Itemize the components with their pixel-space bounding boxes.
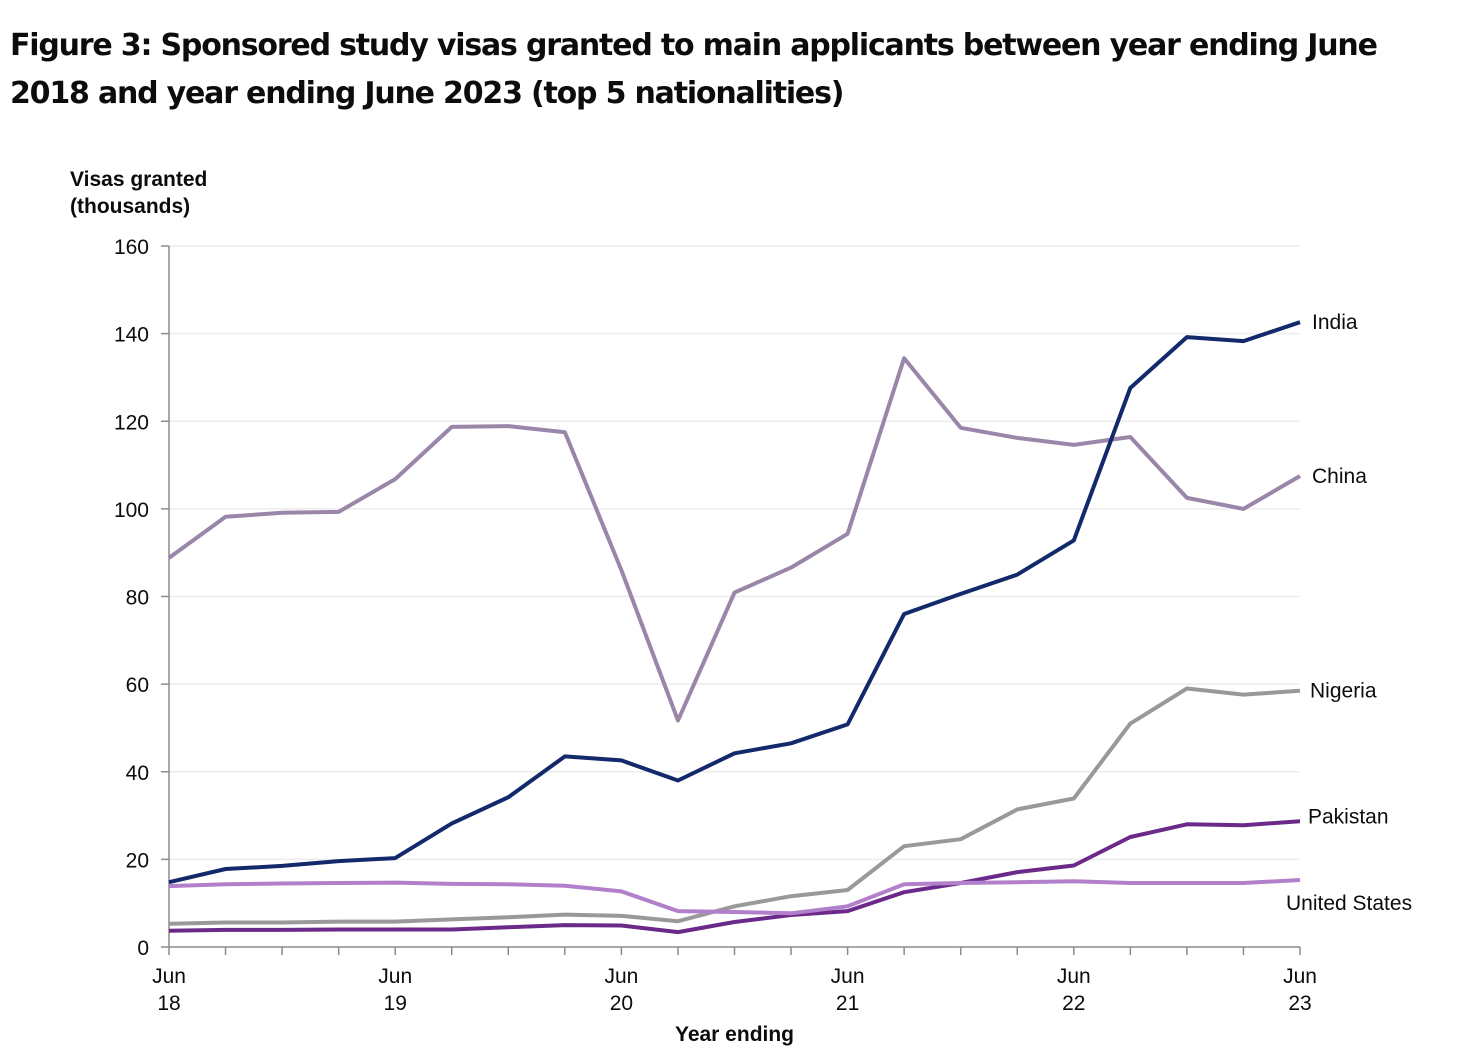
y-tick-label: 120: [114, 411, 149, 434]
y-axis-ticks: 0 20 40 60 80 100 120 140 160: [114, 236, 169, 960]
y-axis-title-line2: (thousands): [70, 195, 191, 218]
series-label-nigeria: Nigeria: [1310, 680, 1377, 703]
x-tick-label-month: Jun: [378, 965, 412, 988]
x-tick-label-year: 18: [157, 992, 180, 1015]
series-label-india: India: [1312, 311, 1358, 334]
x-tick-label-month: Jun: [831, 965, 865, 988]
x-tick-label-month: Jun: [1057, 965, 1091, 988]
x-tick-label-year: 20: [610, 992, 633, 1015]
x-tick-label-year: 19: [384, 992, 407, 1015]
y-axis-title: Visas granted (thousands): [70, 166, 207, 220]
series-labels: China India Nigeria Pakistan United States: [1286, 311, 1412, 915]
y-tick-label: 140: [114, 324, 149, 347]
y-axis-title-line1: Visas granted: [70, 168, 208, 191]
series-line-china: [167, 356, 1302, 723]
gridlines: [169, 245, 1300, 861]
series-line-pakistan: [168, 819, 1301, 935]
x-axis-title: Year ending: [675, 1023, 794, 1046]
series-label-united-states: United States: [1286, 892, 1412, 915]
y-tick-label: 60: [126, 674, 149, 697]
series-line-nigeria: [168, 686, 1301, 926]
y-tick-label: 160: [114, 236, 149, 259]
series-lines: [167, 320, 1302, 935]
chart-title: Figure 3: Sponsored study visas granted …: [10, 28, 1378, 111]
y-tick-label: 100: [114, 499, 149, 522]
x-tick-label-month: Jun: [152, 965, 186, 988]
x-tick-label-year: 23: [1288, 992, 1311, 1015]
y-tick-label: 0: [137, 937, 149, 960]
y-tick-label: 40: [126, 762, 149, 785]
y-tick-label: 20: [126, 849, 149, 872]
series-label-china: China: [1312, 465, 1367, 488]
x-axis-ticks: Jun 18 Jun 19 Jun 20 Jun 21 Jun 22 Jun 23: [152, 947, 1317, 1015]
x-tick-label-month: Jun: [1283, 965, 1317, 988]
series-line-india: [168, 320, 1301, 885]
y-tick-label: 80: [126, 587, 149, 610]
series-line-united-states: [168, 878, 1301, 916]
series-label-pakistan: Pakistan: [1308, 805, 1389, 828]
x-tick-label-month: Jun: [604, 965, 638, 988]
x-tick-label-year: 21: [836, 992, 859, 1015]
x-tick-label-year: 22: [1062, 992, 1085, 1015]
